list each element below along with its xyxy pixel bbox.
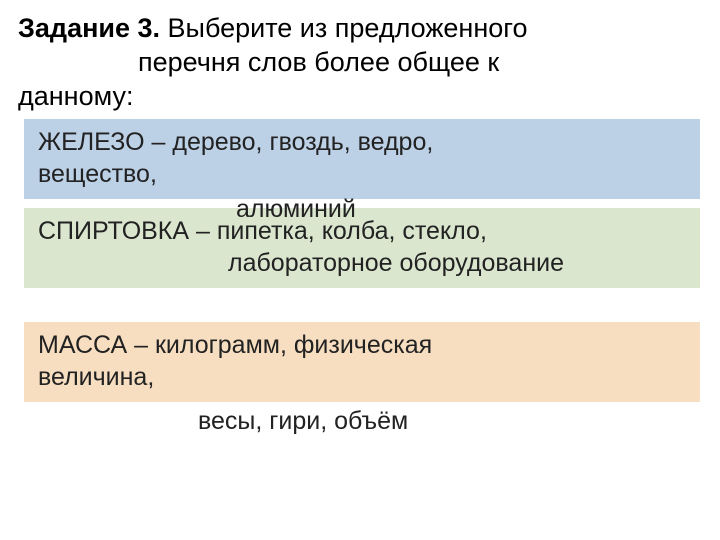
task-label: Задание 3. xyxy=(18,13,160,43)
item-burner-line1: СПИРТОВКА – пипетка, колба, стекло, xyxy=(38,217,487,245)
item-iron-line2: вещество, xyxy=(38,160,157,188)
item-iron-line1: ЖЕЛЕЗО – дерево, гвоздь, ведро, xyxy=(38,128,433,156)
item-mass-box: МАССА – килограмм, физическая величина, xyxy=(24,322,700,402)
item-iron-box: ЖЕЛЕЗО – дерево, гвоздь, ведро, вещество… xyxy=(24,119,700,199)
item-mass-trail: весы, гири, объём xyxy=(18,406,702,436)
task-title: Задание 3. Выберите из предложенного пер… xyxy=(18,12,702,113)
task-prompt-part1: Выберите из предложенного xyxy=(160,13,528,43)
task-prompt-line3: данному: xyxy=(18,80,702,114)
item-mass-line1: МАССА – килограмм, физическая xyxy=(38,331,432,359)
item-burner-box: СПИРТОВКА – пипетка, колба, стекло, лабо… xyxy=(24,208,700,288)
slide-root: Задание 3. Выберите из предложенного пер… xyxy=(0,0,720,540)
task-prompt-line2: перечня слов более общее к xyxy=(18,46,702,80)
item-burner-line2: лабораторное оборудование xyxy=(38,248,686,279)
item-mass-line2: величина, xyxy=(38,363,154,391)
